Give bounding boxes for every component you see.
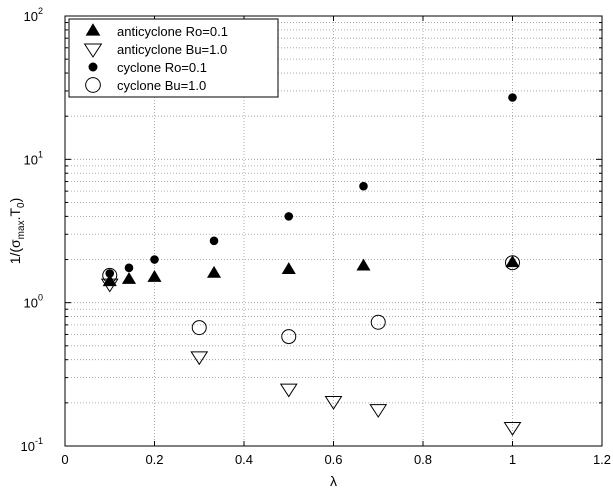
- series-4: [102, 255, 520, 345]
- data-point: [150, 255, 159, 264]
- data-point: [508, 93, 517, 102]
- data-point: [206, 265, 222, 278]
- x-tick-label: 0.2: [145, 452, 163, 467]
- x-tick-label: 1.2: [593, 452, 611, 467]
- data-point: [359, 181, 368, 191]
- data-point: [356, 258, 371, 271]
- data-point: [284, 212, 294, 221]
- x-tick-label: 0.8: [414, 452, 432, 467]
- x-axis-label: λ: [330, 473, 337, 489]
- data-point: [281, 329, 297, 345]
- y-axis-label-sub-max: max: [16, 220, 27, 239]
- legend-marker: [85, 23, 101, 36]
- data-point: [191, 320, 207, 336]
- legend-marker: [83, 43, 103, 58]
- data-point: [505, 255, 520, 271]
- y-tick-label: 101: [24, 149, 43, 167]
- x-tick-label: 0: [61, 452, 68, 467]
- data-point: [190, 351, 209, 366]
- data-point: [102, 274, 117, 287]
- y-tick-label: 10-1: [21, 436, 43, 454]
- legend: anticyclone Ro=0.1 anticyclone Bu=1.0 cycl…: [68, 18, 279, 98]
- y-axis-label-end: ): [7, 198, 23, 203]
- y-axis-label-sub-0: 0: [16, 202, 27, 208]
- x-tick-label: 0.6: [324, 452, 342, 467]
- y-tick-label: 102: [24, 6, 43, 24]
- data-point: [102, 267, 118, 283]
- data-point: [100, 278, 119, 293]
- data-point: [209, 236, 219, 246]
- data-point: [281, 262, 296, 275]
- data-point: [105, 269, 115, 278]
- y-axis-label-main: 1/(σ: [7, 239, 23, 264]
- axis-ticks: 0 0.2 0.4 0.6 0.8 1 1.2 10-1 100 101 102: [21, 6, 612, 467]
- x-tick-label: 0.4: [235, 452, 253, 467]
- legend-entry-label: anticyclone Bu=1.0: [117, 42, 227, 57]
- x-tick-label: 1: [509, 452, 516, 467]
- data-point: [147, 269, 162, 282]
- data-point: [505, 255, 520, 268]
- legend-entry-label: cyclone Bu=1.0: [117, 78, 206, 93]
- series-2: [100, 278, 522, 436]
- data-point: [124, 263, 134, 273]
- data-point: [121, 272, 137, 284]
- series-1: [102, 255, 520, 287]
- data-marks: [100, 93, 522, 436]
- legend-box: [68, 18, 279, 98]
- legend-marker: [85, 77, 101, 93]
- y-axis-label-mid: .T: [7, 208, 23, 221]
- y-axis-label: 1/(σmax.T0): [7, 198, 27, 265]
- data-point: [503, 422, 522, 436]
- data-point: [279, 383, 298, 398]
- series-3: [105, 93, 517, 278]
- y-tick-label: 100: [24, 293, 43, 311]
- data-point: [369, 404, 388, 418]
- legend-marker: [88, 62, 98, 72]
- legend-entry-label: cyclone Ro=0.1: [117, 60, 207, 75]
- legend-entry-label: anticyclone Ro=0.1: [117, 24, 228, 39]
- data-point: [324, 396, 343, 410]
- data-point: [370, 314, 386, 330]
